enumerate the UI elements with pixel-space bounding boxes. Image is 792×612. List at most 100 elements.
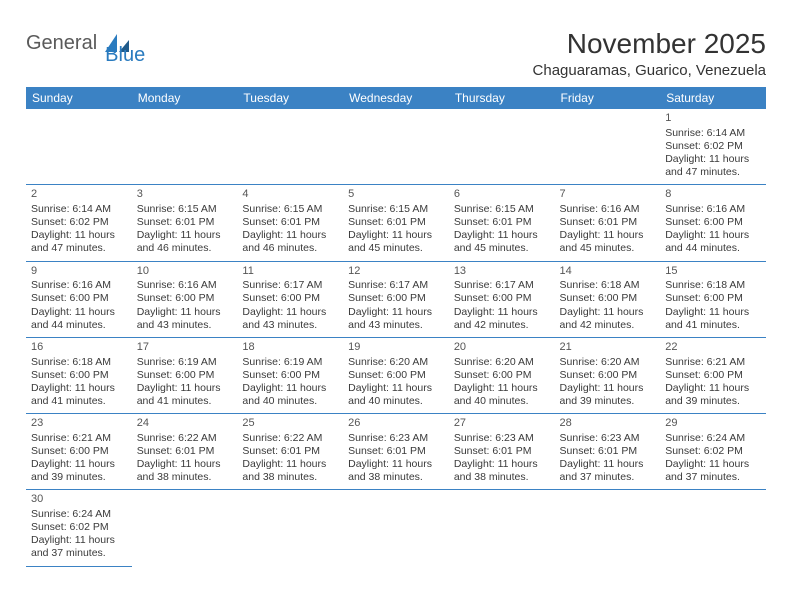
- day-number: 18: [242, 341, 338, 355]
- daylight-line: Daylight: 11 hours and 42 minutes.: [560, 306, 656, 332]
- sunset-line: Sunset: 6:02 PM: [31, 216, 127, 229]
- daylight-line: Daylight: 11 hours and 38 minutes.: [242, 458, 338, 484]
- day-number: 21: [560, 341, 656, 355]
- calendar-day-cell: 24Sunrise: 6:22 AMSunset: 6:01 PMDayligh…: [132, 414, 238, 490]
- day-number: 17: [137, 341, 233, 355]
- sunrise-line: Sunrise: 6:14 AM: [31, 203, 127, 216]
- sunset-line: Sunset: 6:01 PM: [348, 216, 444, 229]
- daylight-line: Daylight: 11 hours and 38 minutes.: [348, 458, 444, 484]
- daylight-line: Daylight: 11 hours and 43 minutes.: [137, 306, 233, 332]
- day-number: 14: [560, 265, 656, 279]
- daylight-line: Daylight: 11 hours and 39 minutes.: [31, 458, 127, 484]
- day-number: 19: [348, 341, 444, 355]
- daylight-line: Daylight: 11 hours and 37 minutes.: [560, 458, 656, 484]
- daylight-line: Daylight: 11 hours and 43 minutes.: [348, 306, 444, 332]
- day-number: 3: [137, 188, 233, 202]
- calendar-day-cell: 9Sunrise: 6:16 AMSunset: 6:00 PMDaylight…: [26, 261, 132, 337]
- sunset-line: Sunset: 6:00 PM: [242, 369, 338, 382]
- daylight-line: Daylight: 11 hours and 38 minutes.: [137, 458, 233, 484]
- sunrise-line: Sunrise: 6:17 AM: [348, 279, 444, 292]
- sunset-line: Sunset: 6:00 PM: [242, 292, 338, 305]
- month-title: November 2025: [533, 28, 766, 60]
- calendar-day-cell: 5Sunrise: 6:15 AMSunset: 6:01 PMDaylight…: [343, 185, 449, 261]
- daylight-line: Daylight: 11 hours and 46 minutes.: [242, 229, 338, 255]
- sunset-line: Sunset: 6:00 PM: [348, 369, 444, 382]
- day-number: 22: [665, 341, 761, 355]
- calendar-day-cell: 23Sunrise: 6:21 AMSunset: 6:00 PMDayligh…: [26, 414, 132, 490]
- sunrise-line: Sunrise: 6:18 AM: [665, 279, 761, 292]
- header: General Blue November 2025 Chaguaramas, …: [26, 28, 766, 79]
- day-number: 6: [454, 188, 550, 202]
- calendar-empty-cell: [26, 109, 132, 185]
- sunrise-line: Sunrise: 6:24 AM: [665, 432, 761, 445]
- sunset-line: Sunset: 6:00 PM: [137, 292, 233, 305]
- sunrise-line: Sunrise: 6:16 AM: [560, 203, 656, 216]
- calendar-day-cell: 28Sunrise: 6:23 AMSunset: 6:01 PMDayligh…: [555, 414, 661, 490]
- sunrise-line: Sunrise: 6:23 AM: [560, 432, 656, 445]
- daylight-line: Daylight: 11 hours and 44 minutes.: [31, 306, 127, 332]
- calendar-day-cell: 3Sunrise: 6:15 AMSunset: 6:01 PMDaylight…: [132, 185, 238, 261]
- calendar-day-cell: 30Sunrise: 6:24 AMSunset: 6:02 PMDayligh…: [26, 490, 132, 566]
- sunset-line: Sunset: 6:00 PM: [560, 369, 656, 382]
- calendar-day-cell: 6Sunrise: 6:15 AMSunset: 6:01 PMDaylight…: [449, 185, 555, 261]
- sunset-line: Sunset: 6:00 PM: [348, 292, 444, 305]
- sunset-line: Sunset: 6:01 PM: [454, 445, 550, 458]
- calendar-body: 1Sunrise: 6:14 AMSunset: 6:02 PMDaylight…: [26, 109, 766, 566]
- sunrise-line: Sunrise: 6:21 AM: [31, 432, 127, 445]
- calendar-day-cell: 14Sunrise: 6:18 AMSunset: 6:00 PMDayligh…: [555, 261, 661, 337]
- daylight-line: Daylight: 11 hours and 37 minutes.: [31, 534, 127, 560]
- sunrise-line: Sunrise: 6:16 AM: [137, 279, 233, 292]
- sunset-line: Sunset: 6:01 PM: [137, 216, 233, 229]
- day-number: 20: [454, 341, 550, 355]
- sunrise-line: Sunrise: 6:14 AM: [665, 127, 761, 140]
- daylight-line: Daylight: 11 hours and 40 minutes.: [348, 382, 444, 408]
- daylight-line: Daylight: 11 hours and 40 minutes.: [242, 382, 338, 408]
- day-header: Saturday: [660, 87, 766, 109]
- daylight-line: Daylight: 11 hours and 45 minutes.: [348, 229, 444, 255]
- sunrise-line: Sunrise: 6:15 AM: [454, 203, 550, 216]
- sunset-line: Sunset: 6:01 PM: [137, 445, 233, 458]
- day-number: 4: [242, 188, 338, 202]
- day-number: 13: [454, 265, 550, 279]
- logo: General Blue: [26, 28, 171, 55]
- location-subtitle: Chaguaramas, Guarico, Venezuela: [533, 62, 766, 79]
- calendar-empty-cell: [449, 109, 555, 185]
- daylight-line: Daylight: 11 hours and 47 minutes.: [665, 153, 761, 179]
- calendar-row: 1Sunrise: 6:14 AMSunset: 6:02 PMDaylight…: [26, 109, 766, 185]
- calendar-day-cell: 2Sunrise: 6:14 AMSunset: 6:02 PMDaylight…: [26, 185, 132, 261]
- sunset-line: Sunset: 6:01 PM: [348, 445, 444, 458]
- sunrise-line: Sunrise: 6:23 AM: [348, 432, 444, 445]
- sunset-line: Sunset: 6:01 PM: [454, 216, 550, 229]
- sunrise-line: Sunrise: 6:15 AM: [242, 203, 338, 216]
- sunset-line: Sunset: 6:02 PM: [31, 521, 127, 534]
- daylight-line: Daylight: 11 hours and 40 minutes.: [454, 382, 550, 408]
- calendar-empty-cell: [343, 490, 449, 566]
- calendar-row: 9Sunrise: 6:16 AMSunset: 6:00 PMDaylight…: [26, 261, 766, 337]
- day-number: 2: [31, 188, 127, 202]
- calendar-day-cell: 10Sunrise: 6:16 AMSunset: 6:00 PMDayligh…: [132, 261, 238, 337]
- calendar-day-cell: 12Sunrise: 6:17 AMSunset: 6:00 PMDayligh…: [343, 261, 449, 337]
- calendar-empty-cell: [132, 109, 238, 185]
- sunset-line: Sunset: 6:00 PM: [31, 369, 127, 382]
- calendar-day-cell: 21Sunrise: 6:20 AMSunset: 6:00 PMDayligh…: [555, 337, 661, 413]
- calendar-row: 23Sunrise: 6:21 AMSunset: 6:00 PMDayligh…: [26, 414, 766, 490]
- sunset-line: Sunset: 6:00 PM: [560, 292, 656, 305]
- calendar-day-cell: 11Sunrise: 6:17 AMSunset: 6:00 PMDayligh…: [237, 261, 343, 337]
- daylight-line: Daylight: 11 hours and 39 minutes.: [665, 382, 761, 408]
- day-number: 1: [665, 112, 761, 126]
- calendar-day-cell: 25Sunrise: 6:22 AMSunset: 6:01 PMDayligh…: [237, 414, 343, 490]
- daylight-line: Daylight: 11 hours and 45 minutes.: [560, 229, 656, 255]
- calendar-row: 16Sunrise: 6:18 AMSunset: 6:00 PMDayligh…: [26, 337, 766, 413]
- daylight-line: Daylight: 11 hours and 41 minutes.: [31, 382, 127, 408]
- sunset-line: Sunset: 6:01 PM: [560, 445, 656, 458]
- sunrise-line: Sunrise: 6:16 AM: [31, 279, 127, 292]
- day-number: 23: [31, 417, 127, 431]
- day-number: 26: [348, 417, 444, 431]
- sunrise-line: Sunrise: 6:17 AM: [242, 279, 338, 292]
- day-number: 24: [137, 417, 233, 431]
- calendar-day-cell: 26Sunrise: 6:23 AMSunset: 6:01 PMDayligh…: [343, 414, 449, 490]
- daylight-line: Daylight: 11 hours and 41 minutes.: [665, 306, 761, 332]
- calendar-day-cell: 16Sunrise: 6:18 AMSunset: 6:00 PMDayligh…: [26, 337, 132, 413]
- sunrise-line: Sunrise: 6:20 AM: [454, 356, 550, 369]
- calendar-row: 30Sunrise: 6:24 AMSunset: 6:02 PMDayligh…: [26, 490, 766, 566]
